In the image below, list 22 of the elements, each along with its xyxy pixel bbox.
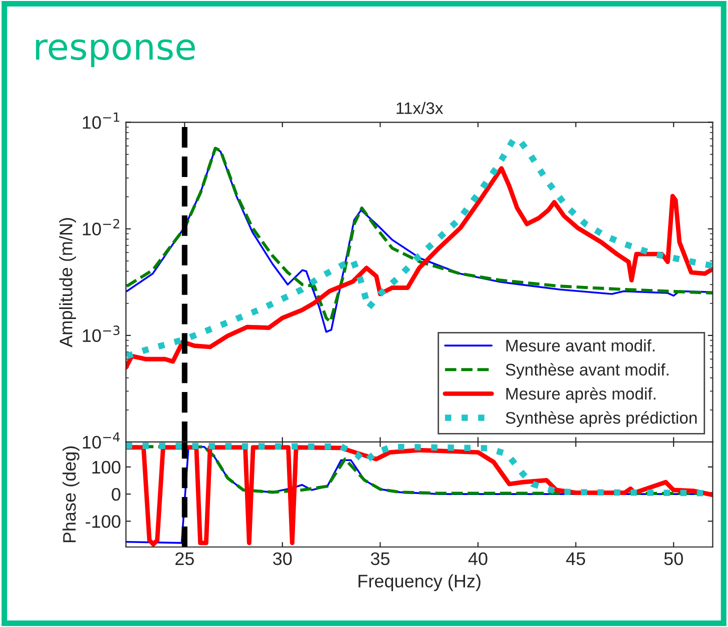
chart-title: 11x/3x [396,102,444,114]
legend-label: Synthèse après prédiction [506,411,697,428]
x-tick-label: 35 [370,552,390,566]
y-tick-label: 10$^{−4}$ [82,432,120,449]
y-tick-label: -100 [86,515,120,528]
x-tick-label: 50 [664,552,683,566]
x-tick-label: 30 [273,552,292,566]
y-tick-label: 10$^{−1}$ [82,112,120,129]
y-tick-label: 10$^{−3}$ [82,326,120,342]
x-axis-title: Frequency (Hz) [358,574,480,592]
y-tick-label: 0 [112,488,120,501]
x-tick-label: 40 [468,552,488,566]
text: response [36,39,195,68]
y-tick-label: 100 [92,460,120,474]
legend-label: Mesure avant modif. [506,339,654,352]
legend-label: Synthèse avant modif. [506,363,668,379]
legend-label: Mesure après modif. [506,387,656,403]
y-axis-title: Phase (deg) [62,446,80,542]
y-tick-label: 10$^{−2}$ [82,218,120,236]
y-axis-title: Amplitude (m/N) [59,218,76,348]
x-tick-label: 25 [175,552,194,566]
x-tick-label: 45 [566,552,586,566]
